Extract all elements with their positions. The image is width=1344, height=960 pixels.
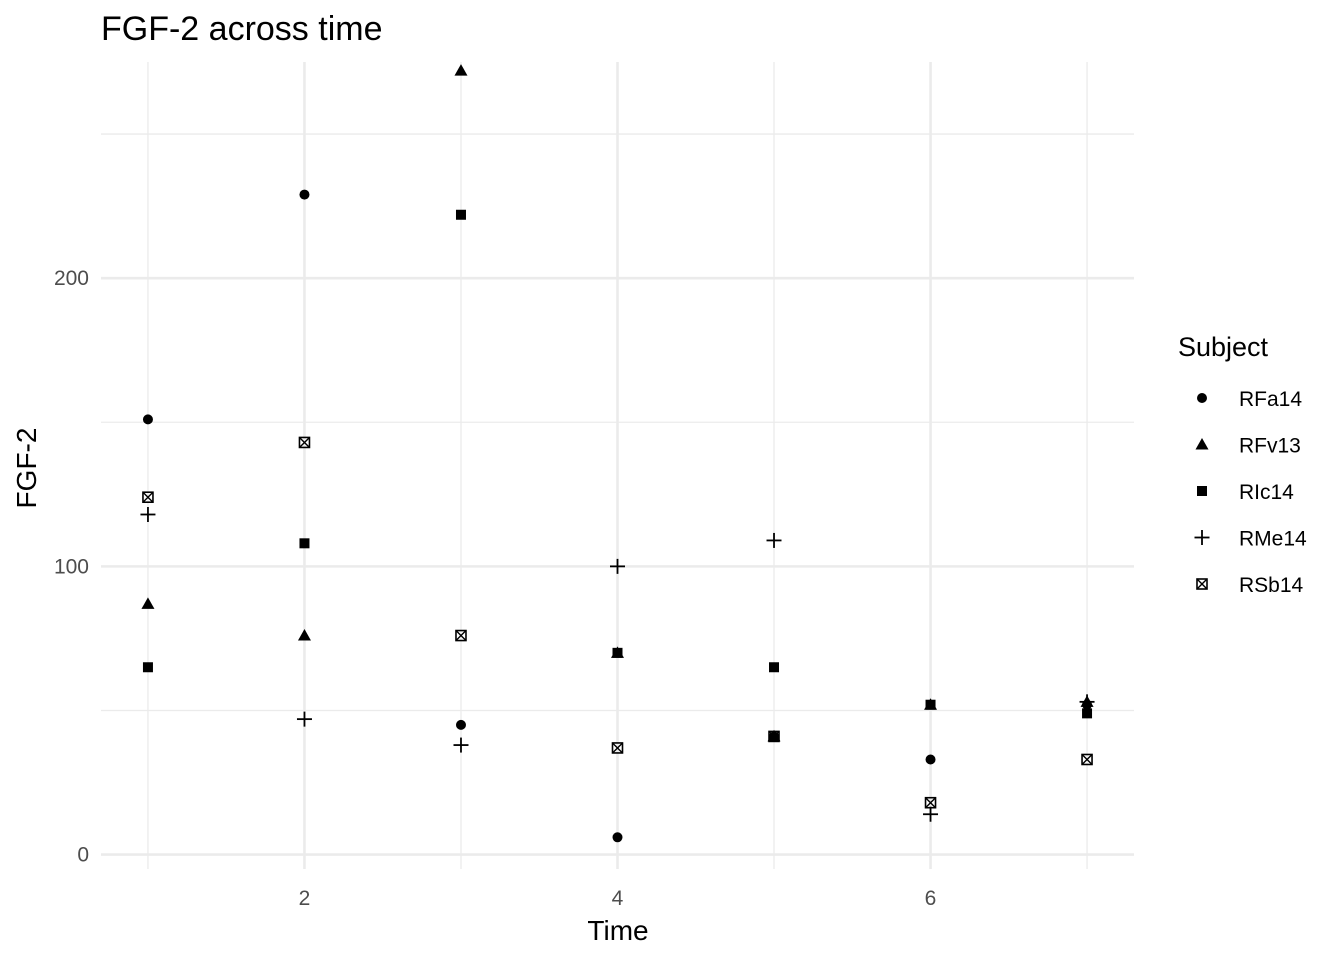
point-rme14 [140, 506, 156, 522]
point-ric14 [455, 209, 466, 220]
x-axis-title: Time [587, 915, 648, 946]
legend-label: RIc14 [1239, 481, 1294, 504]
legend-label: RMe14 [1239, 528, 1307, 551]
legend-key-rfa14 [1197, 393, 1207, 403]
legend-key-ric14 [1197, 486, 1207, 496]
point-rsb14 [455, 629, 467, 642]
point-rfv13 [297, 629, 311, 641]
point-rme14 [453, 737, 469, 753]
point-ric14 [299, 538, 310, 549]
legend-key-rsb14 [1196, 578, 1208, 590]
point-rme14 [923, 806, 939, 822]
point-rfa14 [925, 754, 936, 765]
point-rme14 [1079, 694, 1095, 710]
tick-labels: 2 4 6 0 100 200 [54, 267, 936, 910]
data-points [140, 64, 1095, 843]
y-tick-label: 0 [77, 844, 89, 867]
x-tick-label: 6 [925, 887, 937, 910]
point-rme14 [766, 532, 782, 548]
legend-title: Subject [1178, 332, 1269, 362]
grid-lines [101, 62, 1134, 869]
point-rsb14 [924, 796, 937, 809]
point-rfa14 [142, 414, 153, 425]
point-rfa14 [612, 832, 623, 843]
point-rsb14 [1081, 753, 1093, 766]
point-ric14 [612, 647, 623, 658]
point-rsb14 [611, 742, 624, 754]
point-rfa14 [299, 189, 310, 200]
point-ric14 [925, 699, 936, 710]
point-rsb14 [768, 730, 780, 743]
legend-key-rfv13 [1195, 438, 1209, 450]
point-ric14 [1082, 708, 1093, 719]
y-tick-label: 200 [54, 267, 89, 290]
legend-label: RSb14 [1239, 574, 1304, 597]
point-rsb14 [298, 436, 311, 449]
point-rme14 [296, 711, 312, 727]
point-rfv13 [141, 597, 155, 609]
x-tick-label: 2 [299, 887, 311, 910]
point-rfv13 [454, 64, 468, 76]
point-rme14 [610, 558, 625, 574]
point-ric14 [142, 662, 153, 673]
y-tick-label: 100 [54, 555, 89, 578]
legend-label: RFa14 [1239, 388, 1302, 411]
legend: Subject RFa14 RFv13 RIc14 RMe14 RSb14 [1178, 332, 1307, 597]
point-rsb14 [142, 491, 154, 504]
legend-label: RFv13 [1239, 435, 1301, 458]
point-rfa14 [455, 719, 466, 730]
point-ric14 [769, 662, 780, 673]
legend-key-rme14 [1194, 530, 1210, 545]
x-tick-label: 4 [612, 887, 624, 910]
y-axis-title: FGF-2 [11, 428, 42, 509]
chart-title: FGF-2 across time [101, 10, 382, 48]
